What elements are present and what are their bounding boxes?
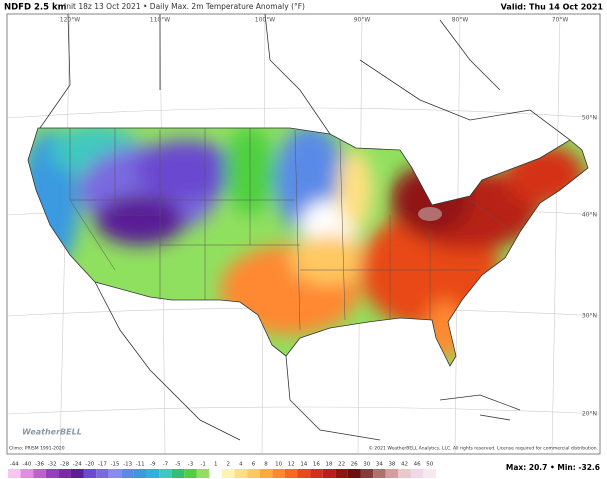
colorbar-label: -11 xyxy=(136,462,145,468)
colorbar-swatch xyxy=(108,469,122,478)
colorbar-label: -44 xyxy=(10,462,19,468)
colorbar-label: -15 xyxy=(111,462,120,468)
colorbar-label: -36 xyxy=(35,462,44,468)
colorbar-label: 14 xyxy=(300,462,307,468)
colorbar-swatch xyxy=(20,469,34,478)
colorbar-label: -9 xyxy=(150,462,156,468)
lon-label: 70°W xyxy=(552,17,569,24)
neighbor-borders xyxy=(39,13,571,441)
colorbar-label: 4 xyxy=(239,462,243,468)
stats: Max: 20.7 • Min: -32.6 xyxy=(506,463,600,472)
copyright: © 2021 WeatherBELL Analytics, LLC. All r… xyxy=(369,445,599,452)
colorbar-swatch xyxy=(423,469,436,478)
colorbar-label: -40 xyxy=(22,462,31,468)
colorbar-swatch xyxy=(146,469,160,478)
colorbar-swatch xyxy=(83,469,97,478)
lat-label: 20°N xyxy=(582,411,597,418)
colorbar-swatch xyxy=(96,469,109,478)
colorbar-label: -32 xyxy=(48,462,57,468)
colorbar-swatch xyxy=(171,469,185,478)
lat-label: 30°N xyxy=(582,313,597,320)
model: NDFD 2.5 km xyxy=(4,3,67,13)
colorbar-swatch xyxy=(247,469,260,478)
colorbar-label: 50 xyxy=(426,462,433,468)
colorbar-swatch xyxy=(70,469,84,478)
colorbar-label: -17 xyxy=(98,462,107,468)
colorbar-swatch xyxy=(272,469,285,478)
colorbar-label: -28 xyxy=(60,462,69,468)
colorbar-label: -1 xyxy=(200,462,205,468)
colorbar-swatch xyxy=(360,469,374,478)
colorbar-swatch xyxy=(335,469,348,478)
colorbar-swatch xyxy=(385,469,399,478)
colorbar-swatch xyxy=(398,469,411,478)
colorbar-label: -7 xyxy=(163,462,169,468)
lon-label: 80°W xyxy=(452,17,469,24)
logo: WeatherBELL xyxy=(22,428,82,437)
info: Init 18z 13 Oct 2021 • Daily Max. 2m Tem… xyxy=(64,2,305,11)
colorbar-swatch xyxy=(159,469,172,478)
us-outline xyxy=(27,127,589,367)
lat-label: 50°N xyxy=(582,115,597,122)
colorbar-label: -24 xyxy=(73,462,82,468)
colorbar-swatch xyxy=(8,469,21,478)
colorbar-label: 38 xyxy=(388,462,395,468)
colorbar-label: 2 xyxy=(227,462,231,468)
colorbar-swatch xyxy=(209,469,222,478)
colorbar-swatch xyxy=(310,469,323,478)
lon-label: 90°W xyxy=(354,17,371,24)
colorbar-label: 30 xyxy=(363,462,370,468)
colorbar-swatch xyxy=(33,469,46,478)
valid: Valid: Thu 14 Oct 2021 xyxy=(501,3,604,12)
colorbar-label: 16 xyxy=(313,462,320,468)
colorbar-swatch xyxy=(297,469,311,478)
colorbar-swatch xyxy=(58,469,71,478)
colorbar-label: 46 xyxy=(414,462,421,468)
lon-label: 100°W xyxy=(255,17,275,24)
colorbar-label: 34 xyxy=(376,462,383,468)
colorbar-swatch xyxy=(347,469,361,478)
colorbar-swatch xyxy=(45,469,59,478)
colorbar-label: 12 xyxy=(288,462,295,468)
colorbar-swatch xyxy=(284,469,298,478)
lat-label: 40°N xyxy=(582,212,597,219)
colorbar-swatch xyxy=(196,469,210,478)
colorbar-swatch xyxy=(222,469,235,478)
colorbar-label: -3 xyxy=(188,462,194,468)
colorbar-swatch xyxy=(259,469,273,478)
colorbar-label: 18 xyxy=(326,462,333,468)
colorbar-label: 6 xyxy=(252,462,256,468)
climo: Climo: PRISM 1991-2020 xyxy=(9,446,65,452)
colorbar-label: -20 xyxy=(85,462,94,468)
colorbar-label: -13 xyxy=(123,462,132,468)
colorbar-swatch xyxy=(133,469,147,478)
colorbar-swatch xyxy=(322,469,336,478)
lon-label: 110°W xyxy=(150,17,170,24)
colorbar-swatch xyxy=(373,469,386,478)
colorbar-label: 10 xyxy=(275,462,282,468)
colorbar-label: 42 xyxy=(401,462,408,468)
colorbar-label: 8 xyxy=(264,462,268,468)
lon-label: 120°W xyxy=(60,17,80,24)
colorbar-swatch xyxy=(184,469,197,478)
colorbar-swatch xyxy=(234,469,248,478)
colorbar-swatch xyxy=(121,469,134,478)
state-borders xyxy=(69,128,511,331)
colorbar-label: 26 xyxy=(351,462,358,468)
colorbar-label: 22 xyxy=(338,462,345,468)
colorbar-label: -5 xyxy=(175,462,181,468)
colorbar-swatch xyxy=(410,469,424,478)
colorbar-label: 1 xyxy=(214,462,218,468)
